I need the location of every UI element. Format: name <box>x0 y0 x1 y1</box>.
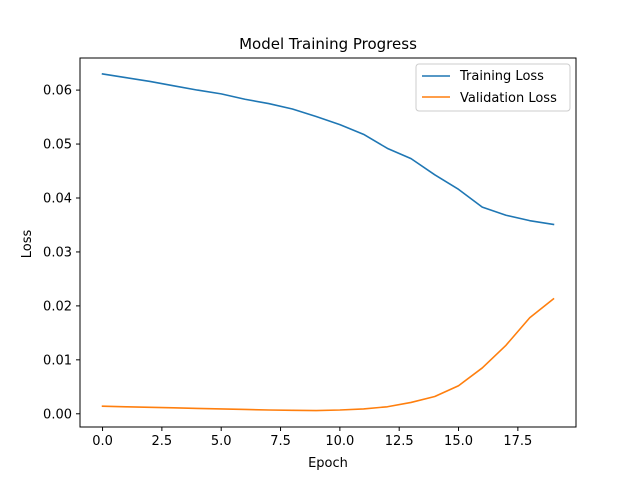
y-tick-label: 0.04 <box>43 191 72 206</box>
y-axis-label: Loss <box>20 230 35 259</box>
x-tick-label: 0.0 <box>92 434 113 449</box>
x-tick-label: 5.0 <box>211 434 232 449</box>
y-tick-label: 0.01 <box>43 353 72 368</box>
legend-label-validation-loss: Validation Loss <box>460 91 557 106</box>
y-tick-label: 0.06 <box>43 84 72 99</box>
y-tick-label: 0.02 <box>43 299 72 314</box>
x-axis-label: Epoch <box>308 456 348 471</box>
x-tick-label: 7.5 <box>270 434 291 449</box>
x-tick-label: 2.5 <box>152 434 173 449</box>
x-tick-label: 15.0 <box>444 434 473 449</box>
y-axis: 0.00 0.01 0.02 0.03 0.04 0.05 0.06 <box>43 84 80 422</box>
legend-label-training-loss: Training Loss <box>459 69 544 84</box>
axes-frame <box>79 57 577 428</box>
x-axis: 0.0 2.5 5.0 7.5 10.0 12.5 15.0 17.5 <box>92 427 532 449</box>
x-tick-label: 17.5 <box>503 434 532 449</box>
legend-box <box>415 63 571 112</box>
y-tick-label: 0.03 <box>43 245 72 260</box>
x-tick-label: 10.0 <box>325 434 354 449</box>
y-tick-label: 0.05 <box>43 138 72 153</box>
y-tick-label: 0.00 <box>43 407 72 422</box>
chart-title: Model Training Progress <box>239 35 417 53</box>
plot-area <box>101 72 555 412</box>
series-line-training-loss <box>101 72 555 226</box>
x-tick-label: 12.5 <box>385 434 414 449</box>
legend: Training Loss Validation Loss <box>415 63 571 112</box>
series-line-validation-loss <box>101 297 555 412</box>
